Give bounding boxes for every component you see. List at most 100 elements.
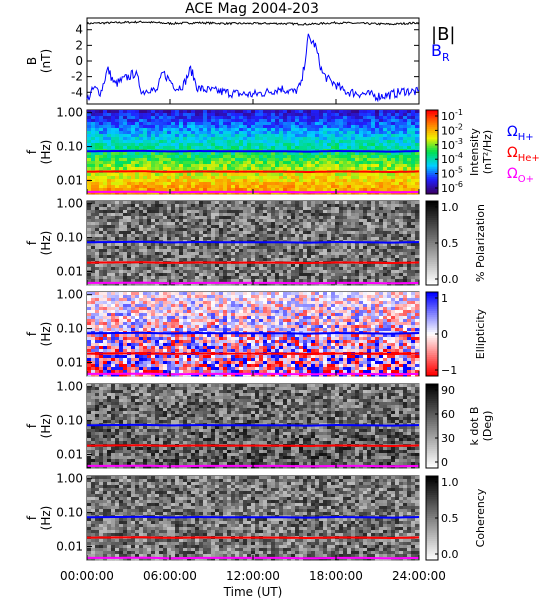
heatmap-1-cell <box>227 179 232 183</box>
heatmap-2-cell <box>223 222 228 226</box>
heatmap-1-cell <box>255 110 260 114</box>
heatmap-1-cell <box>271 137 276 141</box>
heatmap-1-cell <box>223 119 228 123</box>
heatmap-2-cell <box>247 255 252 259</box>
heatmap-1-cell <box>267 116 272 120</box>
heatmap-2-cell <box>339 279 344 283</box>
heatmap-1-cell <box>95 152 100 156</box>
heatmap-2-cell <box>259 273 264 277</box>
heatmap-1-cell <box>239 113 244 117</box>
heatmap-1-cell <box>383 167 388 171</box>
heatmap-2-cell <box>195 213 200 217</box>
heatmap-2-cell <box>371 231 376 235</box>
heatmap-2-cell <box>147 249 152 253</box>
heatmap-1-cell <box>315 179 320 183</box>
heatmap-1-cell <box>191 143 196 147</box>
heatmap-1-cell <box>375 158 380 162</box>
heatmap-2-cell <box>167 249 172 253</box>
heatmap-1-cell <box>371 152 376 156</box>
heatmap-2-cell <box>175 267 180 271</box>
heatmap-2-cell <box>347 255 352 259</box>
heatmap-1-cell <box>115 179 120 183</box>
heatmap-1-cell <box>91 131 96 135</box>
heatmap-2-cell <box>251 264 256 268</box>
heatmap-1-cell <box>359 116 364 120</box>
heatmap-2-cell <box>367 270 372 274</box>
heatmap-1-cell <box>187 122 192 126</box>
heatmap-1-cell <box>111 113 116 117</box>
heatmap-1-cell <box>371 167 376 171</box>
heatmap-2-cell <box>303 225 308 229</box>
heatmap-1-cell <box>103 140 108 144</box>
heatmap-1-cell <box>171 173 176 177</box>
heatmap-1-cell <box>311 137 316 141</box>
heatmap-1-cell <box>219 134 224 138</box>
heatmap-2-cell <box>131 249 136 253</box>
heatmap-2-cell <box>183 204 188 208</box>
heatmap-1-cell <box>319 110 324 114</box>
heatmap-1-cell <box>391 146 396 150</box>
heatmap-2-cell <box>279 213 284 217</box>
heatmap-3-cell <box>87 301 92 305</box>
heatmap-2-cell <box>359 213 364 217</box>
heatmap-2-cell <box>255 243 260 247</box>
heatmap-2-cell <box>407 219 412 223</box>
heatmap-2-cell <box>311 222 316 226</box>
heatmap-2-cell <box>235 228 240 232</box>
heatmap-1-cell <box>407 146 412 150</box>
heatmap-1-cell <box>167 182 172 186</box>
heatmap-2-cell <box>207 273 212 277</box>
heatmap-2-cell <box>267 267 272 271</box>
heatmap-2-cell <box>347 222 352 226</box>
heatmap-1-cell <box>351 152 356 156</box>
colorbar-2-step <box>426 245 438 248</box>
heatmap-1-cell <box>151 119 156 123</box>
heatmap-1-cell <box>219 143 224 147</box>
heatmap-1-cell <box>147 155 152 159</box>
heatmap-1-cell <box>387 173 392 177</box>
heatmap-1-cell <box>135 182 140 186</box>
heatmap-1-cell <box>279 134 284 138</box>
heatmap-1-cell <box>99 182 104 186</box>
heatmap-2-cell <box>159 264 164 268</box>
heatmap-2-cell <box>391 267 396 271</box>
heatmap-1-cell <box>87 110 92 114</box>
heatmap-2-cell <box>107 234 112 238</box>
heatmap-2-cell <box>99 225 104 229</box>
heatmap-2-cell <box>351 210 356 214</box>
heatmap-2-cell <box>287 216 292 220</box>
heatmap-1-cell <box>151 125 156 129</box>
heatmap-1-cell <box>199 131 204 135</box>
heatmap-2-cell <box>391 246 396 250</box>
heatmap-1-cell <box>191 164 196 168</box>
heatmap-3-cell <box>87 316 92 320</box>
heatmap-1-cell <box>295 143 300 147</box>
heatmap-2-cell <box>95 249 100 253</box>
heatmap-1-cell <box>95 128 100 132</box>
heatmap-2-cell <box>375 246 380 250</box>
heatmap-2-cell <box>147 237 152 241</box>
heatmap-1-cell <box>143 182 148 186</box>
heatmap-2-cell <box>123 237 128 241</box>
heatmap-2-cell <box>163 213 168 217</box>
heatmap-2-cell <box>403 246 408 250</box>
heatmap-1-cell <box>203 164 208 168</box>
heatmap-2-cell <box>251 216 256 220</box>
heatmap-1-cell <box>171 152 176 156</box>
heatmap-1-cell <box>91 173 96 177</box>
heatmap-2-cell <box>243 204 248 208</box>
heatmap-1-cell <box>327 185 332 189</box>
heatmap-1-cell <box>391 125 396 129</box>
heatmap-2-cell <box>287 258 292 262</box>
heatmap-2-cell <box>343 255 348 259</box>
heatmap-2-cell <box>279 252 284 256</box>
heatmap-2-cell <box>363 231 368 235</box>
heatmap-1-cell <box>179 179 184 183</box>
heatmap-1-cell <box>183 110 188 114</box>
heatmap-2-cell <box>211 225 216 229</box>
heatmap-2-cell <box>347 237 352 241</box>
heatmap-1-cell <box>107 158 112 162</box>
heatmap-2-cell <box>375 225 380 229</box>
heatmap-2-cell <box>339 249 344 253</box>
heatmap-1-cell <box>183 167 188 171</box>
